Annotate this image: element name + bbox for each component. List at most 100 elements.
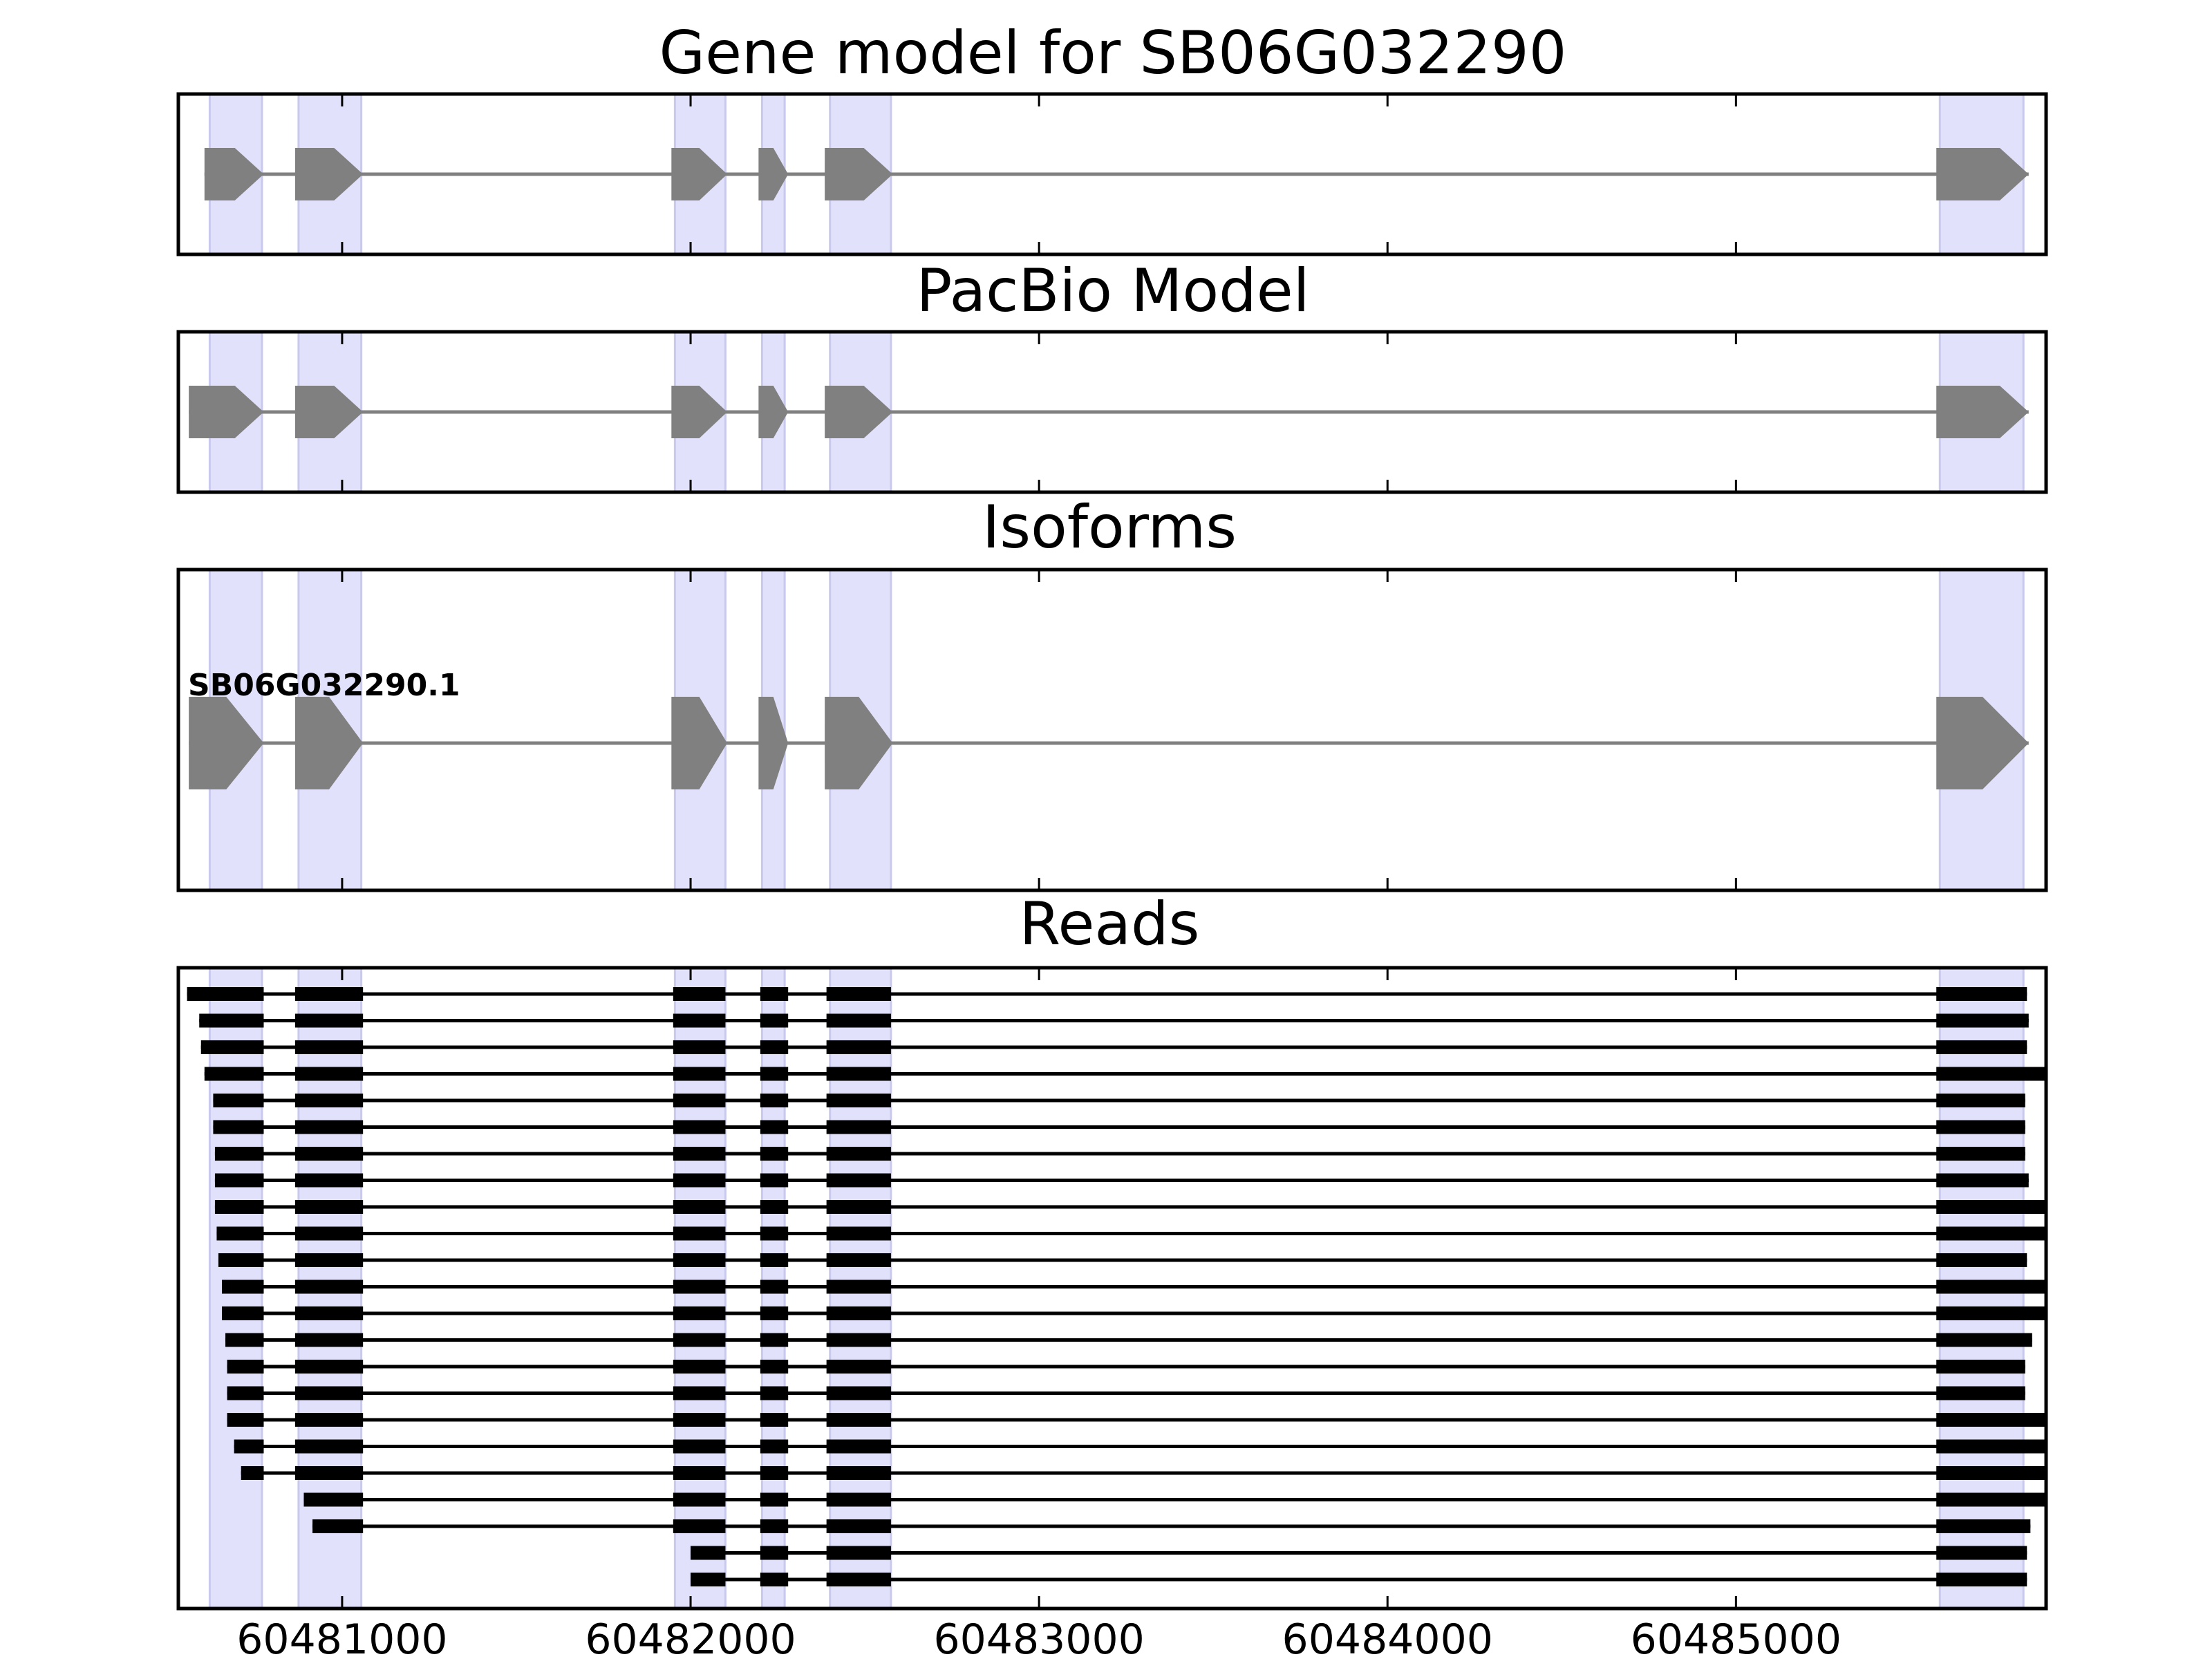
read-exon-block bbox=[673, 1466, 726, 1480]
read-exon-block bbox=[1936, 1573, 2027, 1586]
read-row bbox=[187, 987, 2027, 1001]
read-exon-block bbox=[1936, 1067, 2046, 1081]
pacbio-model-track bbox=[189, 386, 2029, 438]
read-exon-block bbox=[760, 987, 789, 1001]
read-exon-block bbox=[826, 1519, 891, 1533]
exon-arrow bbox=[825, 386, 893, 438]
read-exon-block bbox=[760, 1546, 789, 1560]
read-exon-block bbox=[760, 1280, 789, 1294]
read-exon-block bbox=[826, 1094, 891, 1107]
read-row bbox=[214, 1200, 2046, 1214]
read-exon-block bbox=[760, 1200, 789, 1214]
read-exon-block bbox=[826, 1360, 891, 1374]
read-exon-block bbox=[760, 1333, 789, 1347]
read-exon-block bbox=[222, 1306, 264, 1320]
read-exon-block bbox=[826, 1492, 891, 1507]
read-exon-block bbox=[1936, 1147, 2025, 1161]
read-exon-block bbox=[826, 1040, 891, 1054]
read-exon-block bbox=[673, 1413, 726, 1427]
read-exon-block bbox=[760, 1439, 789, 1454]
read-exon-block bbox=[200, 1040, 264, 1054]
read-row bbox=[225, 1333, 2032, 1347]
read-exon-block bbox=[826, 1439, 891, 1454]
read-exon-block bbox=[204, 1067, 264, 1081]
read-exon-block bbox=[1936, 1120, 2025, 1134]
read-exon-block bbox=[294, 1147, 364, 1161]
read-exon-block bbox=[760, 1147, 789, 1161]
read-exon-block bbox=[294, 1226, 364, 1241]
read-exon-block bbox=[673, 1306, 726, 1320]
read-exon-block bbox=[241, 1466, 264, 1480]
read-exon-block bbox=[760, 1360, 789, 1374]
read-row bbox=[216, 1226, 2046, 1241]
exon-arrow bbox=[189, 386, 264, 438]
read-exon-block bbox=[1936, 1360, 2025, 1374]
read-exon-block bbox=[1936, 1413, 2046, 1427]
read-row bbox=[199, 1013, 2029, 1028]
read-exon-block bbox=[826, 1013, 891, 1028]
read-exon-block bbox=[760, 1067, 789, 1081]
exon-arrow bbox=[204, 148, 264, 200]
read-exon-block bbox=[826, 1200, 891, 1214]
isoform-track bbox=[189, 697, 2029, 789]
read-exon-block bbox=[294, 1386, 364, 1400]
exon-arrow bbox=[671, 148, 727, 200]
read-exon-block bbox=[227, 1413, 264, 1427]
top-tick-group bbox=[341, 94, 1737, 254]
read-exon-block bbox=[294, 1200, 364, 1214]
read-row bbox=[213, 1094, 2025, 1107]
read-exon-block bbox=[234, 1439, 264, 1454]
panel-title-isoforms: Isoforms bbox=[982, 493, 1237, 562]
read-exon-block bbox=[760, 1120, 789, 1134]
read-exon-block bbox=[673, 1173, 726, 1188]
exon-arrow bbox=[758, 386, 789, 438]
read-row bbox=[213, 1120, 2025, 1134]
isoform-label: SB06G032290.1 bbox=[188, 668, 460, 703]
read-exon-block bbox=[673, 1492, 726, 1507]
read-exon-block bbox=[222, 1280, 264, 1294]
read-exon-block bbox=[673, 1333, 726, 1347]
read-exon-block bbox=[1936, 1466, 2046, 1480]
read-exon-block bbox=[199, 1013, 264, 1028]
read-exon-block bbox=[691, 1573, 726, 1586]
read-exon-block bbox=[826, 1546, 891, 1560]
read-exon-block bbox=[673, 987, 726, 1001]
x-tick-label: 60481000 bbox=[236, 1615, 447, 1659]
read-exon-block bbox=[294, 1094, 364, 1107]
panel-title-pacbio-model: PacBio Model bbox=[916, 256, 1309, 326]
read-exon-block bbox=[826, 1573, 891, 1586]
read-exon-block bbox=[303, 1492, 364, 1507]
read-exon-block bbox=[294, 1013, 364, 1028]
read-exon-block bbox=[826, 1120, 891, 1134]
read-exon-block bbox=[225, 1333, 264, 1347]
gene-model-track bbox=[204, 148, 2029, 200]
read-exon-block bbox=[1936, 1306, 2046, 1320]
read-exon-block bbox=[673, 1280, 726, 1294]
read-exon-block bbox=[187, 987, 264, 1001]
read-row bbox=[691, 1573, 2027, 1586]
read-exon-block bbox=[218, 1253, 264, 1267]
read-exon-block bbox=[294, 1120, 364, 1134]
read-exon-block bbox=[673, 1147, 726, 1161]
read-exon-block bbox=[673, 1094, 726, 1107]
read-exon-block bbox=[1936, 1040, 2027, 1054]
read-exon-block bbox=[294, 1360, 364, 1374]
read-exon-block bbox=[673, 1253, 726, 1267]
exon-arrow bbox=[294, 386, 364, 438]
read-exon-block bbox=[294, 1280, 364, 1294]
read-exon-block bbox=[294, 1253, 364, 1267]
read-row bbox=[227, 1360, 2025, 1374]
read-exon-block bbox=[214, 1147, 264, 1161]
read-exon-block bbox=[1936, 1333, 2032, 1347]
exon-arrow bbox=[671, 697, 727, 789]
panel-frame bbox=[176, 568, 2048, 892]
read-exon-block bbox=[826, 1253, 891, 1267]
read-exon-block bbox=[1936, 1094, 2025, 1107]
read-exon-block bbox=[691, 1546, 726, 1560]
read-exon-block bbox=[294, 1067, 364, 1081]
exon-arrow bbox=[671, 386, 727, 438]
x-axis-tick-labels: 60481000 60482000 60483000 60484000 6048… bbox=[236, 1615, 1841, 1659]
read-exon-block bbox=[294, 1413, 364, 1427]
read-exon-block bbox=[826, 1173, 891, 1188]
